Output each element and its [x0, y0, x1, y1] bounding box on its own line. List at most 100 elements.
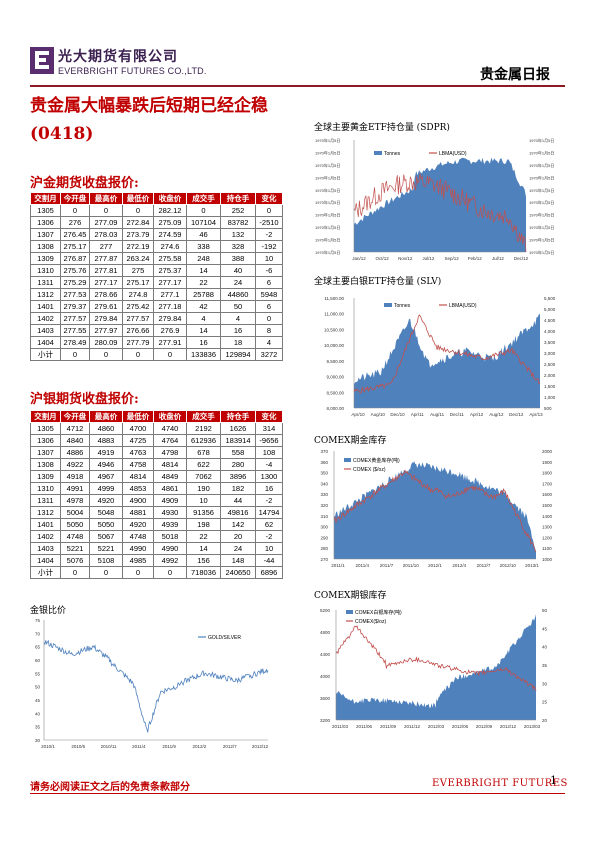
gold-table-cell: 6 — [255, 276, 283, 289]
gold-table-cell: 1309 — [30, 252, 61, 265]
y-tick-label-left: 3600 — [320, 696, 331, 701]
silver-table-cell: 4748 — [60, 530, 90, 543]
silver-table-cell: 1626 — [220, 422, 256, 435]
gold-table-row: 1404 278.49 280.09 277.79 277.91 16 18 4 — [30, 336, 283, 349]
silver-table-cell: 4992 — [153, 554, 187, 567]
y-tick-label-left: 340 — [320, 481, 328, 486]
gold-table-cell: 107104 — [186, 216, 221, 229]
y-tick-label-left: 330 — [320, 492, 328, 497]
gold-table-cell: 0 — [122, 348, 154, 361]
silver-table-cell: 4712 — [60, 422, 90, 435]
y-tick-label-right: 50 — [542, 608, 548, 613]
gold-table-cell: 279.61 — [89, 300, 123, 313]
silver-table-cell: 4748 — [122, 530, 154, 543]
y-tick-label-right: 1970年1月5日 — [529, 249, 554, 255]
y-tick-label-right: 20 — [542, 718, 548, 723]
silver-col-header: 成交手 — [186, 410, 221, 423]
x-tick-label: Dec/12 — [514, 256, 529, 261]
y-tick-label-left: 9,500.00 — [326, 359, 344, 364]
gold-table-cell: 0 — [153, 348, 187, 361]
gold-col-header: 持仓手 — [220, 192, 256, 205]
gold-table-cell: 40 — [220, 264, 256, 277]
gold-table-cell: 388 — [220, 252, 256, 265]
silver-table-cell: 4991 — [60, 482, 90, 495]
y-tick-label-left: 1970年1月5日 — [315, 187, 340, 193]
silver-table-cell: 5221 — [60, 542, 90, 555]
x-tick-label: Jan/12 — [352, 256, 366, 261]
y-tick-label-right: 1400 — [542, 514, 553, 519]
legend-label: Tonnes — [394, 303, 411, 309]
silver-table-cell: 1401 — [30, 518, 61, 531]
gold-table-cell: 277.81 — [89, 264, 123, 277]
gold-table-cell: 277 — [89, 240, 123, 253]
document-type: 贵金属日报 — [480, 67, 550, 83]
gold-table-cell: 272.19 — [122, 240, 154, 253]
gold-table-cell: 4 — [255, 336, 283, 349]
silver-table-cell: -4 — [255, 458, 283, 471]
gold-col-header: 最高价 — [89, 192, 123, 205]
y-tick-label-right: 3,000 — [544, 351, 556, 356]
y-tick-label-left: 4000 — [320, 674, 331, 679]
silver-table-cell: 622 — [186, 458, 221, 471]
silver-table-cell: 10 — [255, 542, 283, 555]
gold-table-cell: 278.66 — [89, 288, 123, 301]
y-tick-label: 55 — [35, 671, 41, 676]
legend-label: GOLD/SILVER — [208, 635, 241, 641]
y-tick-label-left: 1970年1月5日 — [315, 224, 340, 230]
legend-label: COMEX($/oz) — [355, 619, 386, 625]
x-tick-label: 2010/11 — [101, 744, 117, 749]
gold-quote-table: 交割月 今开盘 最高价 最低价 收盘价 成交手 持仓手 变化 1305 0 0 0 282.12 0 252… — [30, 192, 283, 361]
gold-table-cell: 272.84 — [122, 216, 154, 229]
gold-table-cell: 132 — [220, 228, 256, 241]
legend-swatch — [384, 303, 392, 307]
gold-table-cell: 1307 — [30, 228, 61, 241]
y-tick-label: 60 — [35, 658, 41, 663]
silver-table-cell: 1310 — [30, 482, 61, 495]
silver-table-cell: 6896 — [255, 566, 283, 579]
legend-label: LBMA(USD) — [449, 303, 477, 309]
silver-table-cell: 148 — [220, 554, 256, 567]
gold-col-header: 成交手 — [186, 192, 221, 205]
silver-table-cell: 4909 — [153, 494, 187, 507]
x-tick-label: 2011/10 — [403, 563, 419, 568]
gold-table-cell: -2510 — [255, 216, 283, 229]
gold-table-cell: 279.84 — [89, 312, 123, 325]
silver-table-cell: 1306 — [30, 434, 61, 447]
gold-table-cell: 277.91 — [153, 336, 187, 349]
y-tick-label: 40 — [35, 711, 41, 716]
gold-table-cell: 277.55 — [60, 324, 90, 337]
silver-table-row: 1402 4748 5067 4748 5018 22 20 -2 — [30, 530, 283, 543]
gold-table-cell: 1310 — [30, 264, 61, 277]
y-tick-label-right: 4,500 — [544, 318, 556, 323]
gold-etf-chart-title: 全球主要黄金ETF持仓量 (SDPR) — [314, 123, 450, 133]
silver-table-cell: 10 — [186, 494, 221, 507]
gold-table-cell: 16 — [220, 324, 256, 337]
y-tick-label-left: 300 — [320, 525, 328, 530]
y-tick-label-left: 350 — [320, 471, 328, 476]
gold-table-cell: 274.8 — [122, 288, 154, 301]
silver-table-cell: 4939 — [153, 518, 187, 531]
x-tick-label: 2012/1 — [428, 563, 442, 568]
y-tick-label-left: 1970年1月5日 — [315, 162, 340, 168]
silver-table-cell: 280 — [220, 458, 256, 471]
report-title: 贵金属大幅暴跌后短期已经企稳 (0418) — [30, 96, 268, 144]
y-tick-label-right: 2,500 — [544, 362, 556, 367]
x-tick-label: 2012/03 — [428, 724, 445, 729]
gold-table-row: 1308 275.17 277 272.19 274.6 338 328 -192 — [30, 240, 283, 253]
y-tick-label: 70 — [35, 631, 41, 636]
x-tick-label: 2011/4 — [132, 744, 146, 749]
gold-table-cell: 273.79 — [122, 228, 154, 241]
gold-table-cell: 1312 — [30, 288, 61, 301]
silver-table-cell: 718036 — [186, 566, 221, 579]
y-tick-label-right: 1970年1月5日 — [529, 149, 554, 155]
silver-table-cell: 4764 — [153, 434, 187, 447]
silver-table-cell: 1402 — [30, 530, 61, 543]
silver-table-cell: 0 — [153, 566, 187, 579]
silver-table-cell: -2 — [255, 530, 283, 543]
legend-label: COMEX黄金库存(吨) — [353, 457, 400, 464]
footer-divider — [30, 793, 565, 794]
y-tick-label: 65 — [35, 645, 41, 650]
silver-table-cell: 4999 — [89, 482, 123, 495]
silver-table-cell: 14794 — [255, 506, 283, 519]
silver-table-cell: 4978 — [60, 494, 90, 507]
